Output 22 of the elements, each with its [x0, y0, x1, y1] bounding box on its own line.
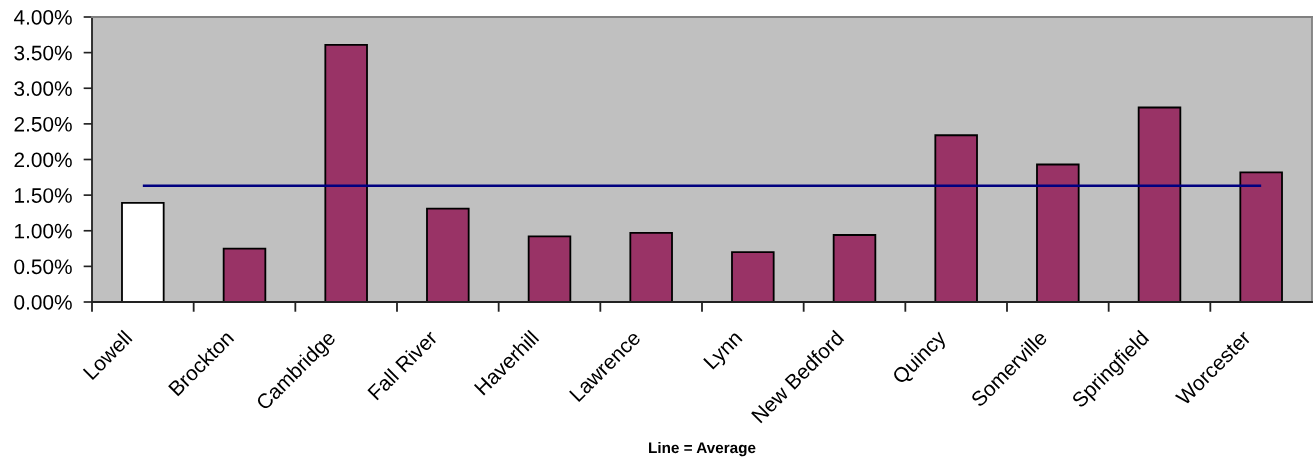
bar [1239, 171, 1283, 302]
y-tick-label: 1.00% [15, 223, 72, 239]
y-tick-label: 2.00% [14, 152, 72, 168]
bar [934, 134, 978, 302]
y-tick-label: 1.50% [15, 188, 72, 203]
bar [222, 247, 267, 302]
y-tick-label: 4.00% [13, 10, 72, 25]
bar [1036, 163, 1080, 302]
y-tick-label: 2.50% [14, 116, 72, 132]
y-tick-label: 0.00% [14, 295, 72, 310]
bar [527, 235, 572, 302]
bar [324, 43, 368, 302]
bar [1137, 106, 1182, 302]
bar [832, 234, 877, 302]
bar [629, 231, 673, 302]
bar [426, 207, 470, 302]
y-tick-label: 0.50% [14, 259, 72, 275]
bar [121, 202, 165, 302]
x-axis-title: Line = Average [649, 441, 756, 457]
y-tick-label: 3.50% [14, 45, 72, 61]
bar [731, 251, 775, 302]
y-tick-label: 3.00% [14, 81, 72, 96]
